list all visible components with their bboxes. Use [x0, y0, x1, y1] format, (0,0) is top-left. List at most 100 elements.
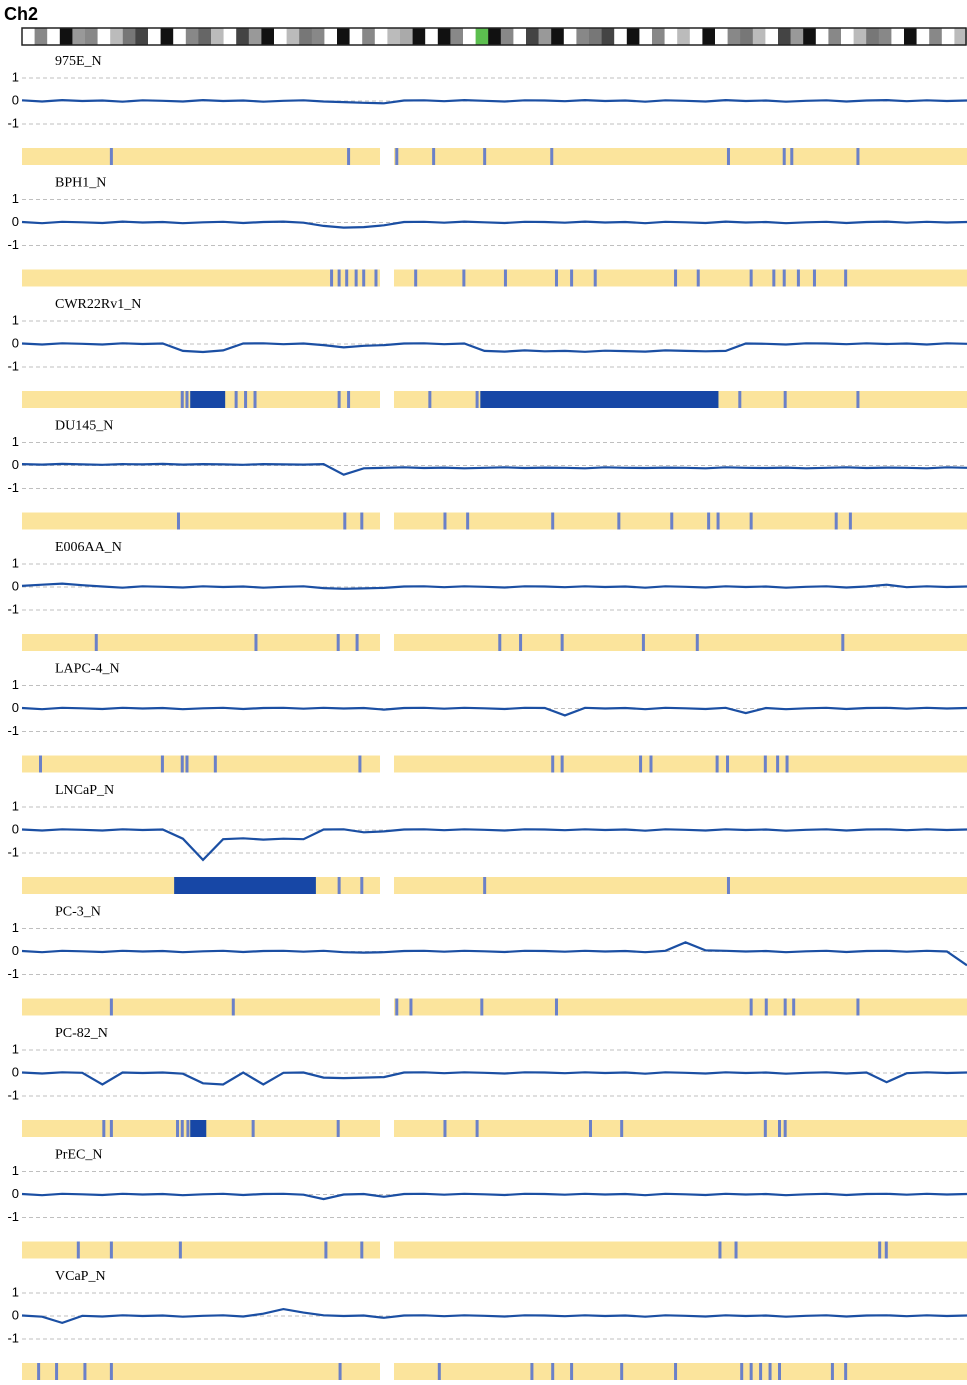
- call-mark: [466, 512, 470, 530]
- call-mark: [856, 998, 860, 1016]
- call-mark: [841, 634, 845, 651]
- ideogram-band: [72, 28, 86, 45]
- ideogram-band: [702, 28, 716, 45]
- centromere-gap: [380, 148, 394, 165]
- ideogram-band: [311, 28, 325, 45]
- sample-label: BPH1_N: [55, 176, 106, 191]
- y-tick-label: 1: [12, 312, 19, 327]
- call-mark: [641, 634, 645, 651]
- ideogram-band: [425, 28, 439, 45]
- ideogram-band: [387, 28, 401, 45]
- track: [22, 755, 967, 773]
- call-mark: [337, 391, 341, 408]
- ideogram-band: [324, 28, 338, 45]
- call-mark: [475, 1120, 479, 1137]
- call-mark: [778, 1363, 781, 1380]
- centromere-gap: [380, 269, 394, 287]
- call-mark: [783, 998, 787, 1016]
- call-mark: [796, 269, 800, 287]
- call-mark: [498, 634, 502, 651]
- ideogram-band: [803, 28, 817, 45]
- call-mark: [560, 755, 564, 773]
- ideogram-band: [954, 28, 967, 45]
- call-mark: [343, 512, 347, 530]
- call-mark: [437, 1363, 441, 1380]
- ideogram-band: [135, 28, 149, 45]
- call-mark: [749, 269, 753, 287]
- signal-line: [21, 220, 967, 229]
- call-mark: [428, 391, 432, 408]
- call-mark: [109, 1120, 113, 1137]
- call-mark: [783, 391, 787, 408]
- loss-segment: [480, 391, 719, 408]
- y-tick-label: 1: [12, 555, 19, 570]
- ideogram-band: [274, 28, 287, 45]
- call-mark: [554, 998, 558, 1016]
- centromere-gap: [380, 877, 394, 894]
- call-mark: [551, 1363, 555, 1380]
- ideogram-band: [551, 28, 565, 45]
- ideogram-band: [463, 28, 476, 45]
- call-mark: [738, 391, 742, 408]
- call-mark: [768, 1363, 772, 1380]
- y-tick-label: -1: [7, 966, 19, 981]
- call-mark: [550, 148, 554, 165]
- ideogram-band: [488, 28, 502, 45]
- y-tick-label: -1: [7, 1087, 19, 1102]
- y-tick-label: 0: [12, 457, 19, 472]
- call-mark: [358, 755, 362, 773]
- y-tick-label: -1: [7, 237, 19, 252]
- call-mark: [649, 755, 653, 773]
- sample-label: PC-3_N: [55, 905, 101, 920]
- track: [22, 1120, 967, 1137]
- call-mark: [856, 391, 860, 408]
- ideogram-band: [891, 28, 905, 45]
- y-tick-label: 1: [12, 69, 19, 84]
- ideogram-band: [374, 28, 388, 45]
- call-mark: [185, 755, 189, 773]
- call-mark: [483, 148, 487, 165]
- centromere-gap: [380, 634, 394, 651]
- track: [22, 1241, 967, 1259]
- y-tick-label: 0: [12, 1307, 19, 1322]
- signal-line: [21, 342, 967, 354]
- call-mark: [530, 1363, 534, 1380]
- call-mark: [374, 269, 378, 287]
- ideogram-band: [513, 28, 527, 45]
- call-mark: [337, 877, 341, 894]
- call-mark: [109, 1363, 113, 1380]
- call-mark: [740, 1363, 744, 1380]
- y-tick-label: 0: [12, 700, 19, 715]
- call-mark: [443, 512, 447, 530]
- call-mark: [763, 755, 767, 773]
- call-mark: [848, 512, 852, 530]
- ideogram-band: [362, 28, 376, 45]
- call-mark: [570, 1363, 574, 1380]
- y-tick-label: 1: [12, 920, 19, 935]
- ideogram-outline: [21, 27, 967, 46]
- call-mark: [102, 1120, 106, 1137]
- call-mark: [37, 1363, 41, 1380]
- call-mark: [409, 998, 413, 1016]
- centromere-gap: [380, 998, 394, 1016]
- call-mark: [776, 755, 780, 773]
- call-mark: [213, 755, 217, 773]
- ideogram-band: [110, 28, 124, 45]
- call-mark: [778, 1120, 781, 1137]
- y-tick-label: 0: [12, 335, 19, 350]
- ideogram-band: [185, 28, 199, 45]
- call-mark: [414, 269, 418, 287]
- ideogram-band: [652, 28, 665, 45]
- y-tick-label: -1: [7, 601, 19, 616]
- ideogram-band: [752, 28, 766, 45]
- signal-line: [21, 462, 967, 476]
- call-mark: [763, 1120, 767, 1137]
- call-mark: [749, 998, 753, 1016]
- y-tick-label: 0: [12, 943, 19, 958]
- ideogram-band: [639, 28, 653, 45]
- call-mark: [186, 1120, 190, 1137]
- call-mark: [792, 998, 796, 1016]
- call-mark: [253, 391, 257, 408]
- ideogram-band: [576, 28, 590, 45]
